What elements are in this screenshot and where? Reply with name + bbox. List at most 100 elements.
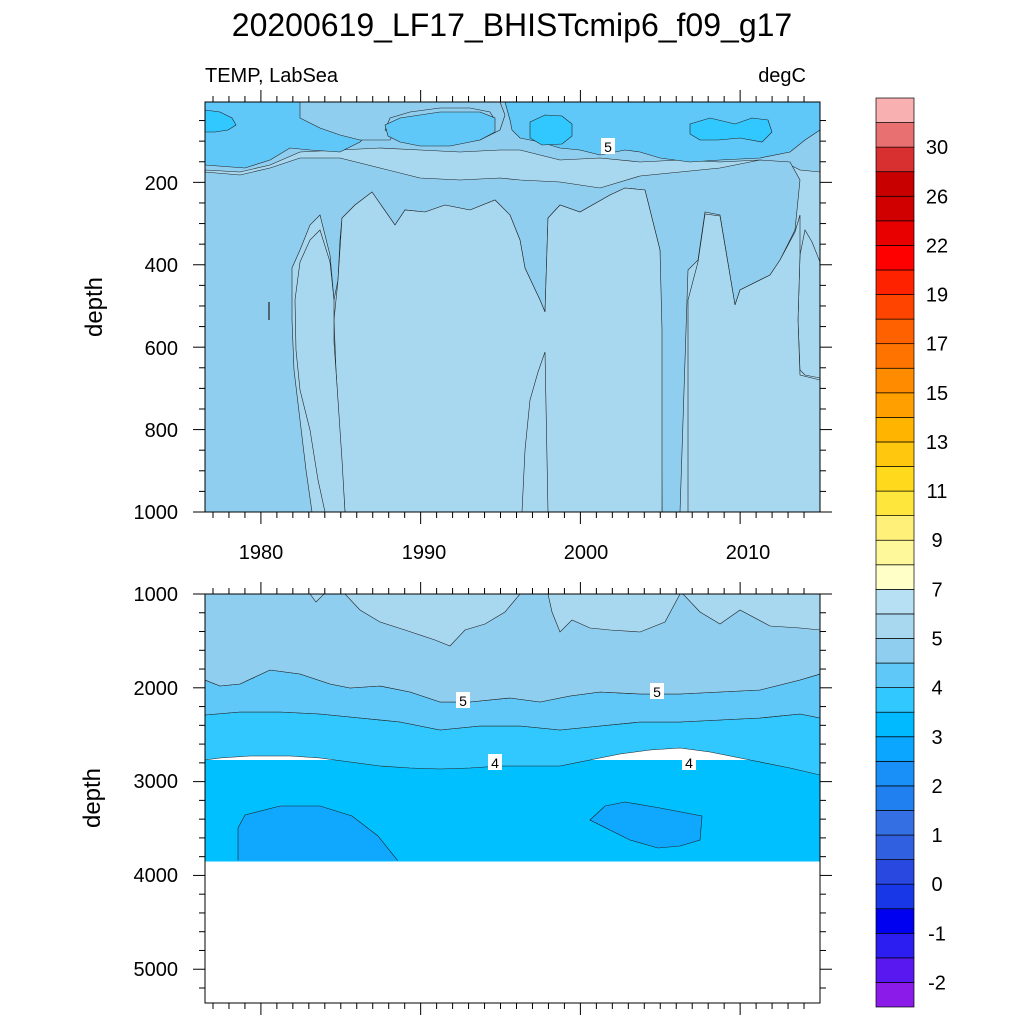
upper-ylabel: depth — [81, 277, 108, 337]
colorbar-box — [875, 859, 915, 885]
colorbar-label: 5 — [931, 628, 942, 650]
colorbar-box — [875, 834, 915, 860]
upper-core-left — [205, 109, 237, 133]
colorbar-box — [875, 589, 915, 615]
colorbar-label: 26 — [926, 186, 948, 208]
lower-contour-fill — [205, 594, 820, 1003]
colorbar-label: 1 — [931, 825, 942, 847]
colorbar-box — [875, 515, 915, 541]
colorbar-label: 4 — [931, 678, 942, 700]
colorbar-box — [875, 932, 915, 959]
colorbar-box — [875, 613, 915, 639]
colorbar-box — [875, 982, 915, 1008]
upper-panel: 5 depth 200 400 600 800 1000 1980 1990 2… — [81, 90, 832, 564]
right-subtitle: degC — [758, 65, 806, 87]
colorbar-box — [875, 441, 915, 467]
lower-ytick-1000: 1000 — [134, 584, 179, 606]
upper-contour-fill — [205, 102, 820, 512]
colorbar-label: 3 — [931, 727, 942, 749]
left-subtitle: TEMP, LabSea — [205, 65, 339, 87]
colorbar-label: 22 — [926, 235, 948, 257]
colorbar-box — [875, 245, 915, 271]
colorbar: -2 -1 0 1 2 3 4 5 7 9 11 13 15 17 19 22 26 30 — [875, 97, 948, 1008]
lower-region-7plus-c — [682, 594, 820, 631]
colorbar-box — [875, 146, 915, 173]
upper-core-1999 — [529, 114, 573, 146]
colorbar-label: 11 — [927, 481, 948, 503]
colorbar-box — [875, 564, 915, 590]
lower-ytick-4000: 4000 — [134, 865, 179, 887]
colorbar-box — [875, 269, 915, 295]
upper-region-6to7-column — [687, 213, 820, 512]
colorbar-box — [875, 687, 915, 713]
colorbar-label: 13 — [926, 432, 948, 454]
upper-ytick-1000: 1000 — [134, 502, 179, 524]
colorbar-box — [875, 97, 915, 123]
lower-ytick-5000: 5000 — [134, 959, 179, 981]
xtick-2010: 2010 — [726, 542, 771, 564]
xtick-2000: 2000 — [564, 542, 609, 564]
colorbar-box — [875, 294, 915, 320]
colorbar-label: 15 — [926, 383, 948, 405]
colorbar-box — [875, 466, 915, 492]
colorbar-box — [875, 171, 915, 197]
lower-ticks — [193, 582, 832, 1015]
colorbar-box — [875, 785, 915, 811]
colorbar-box — [875, 810, 915, 836]
colorbar-box — [875, 883, 915, 910]
lower-core-right — [589, 801, 703, 849]
lower-core-left — [237, 805, 399, 862]
colorbar-label: -2 — [928, 972, 946, 994]
lower-panel: 5 5 4 4 depth 1000 2000 3000 4000 5000 — [79, 582, 832, 1015]
colorbar-box — [875, 195, 915, 222]
upper-ytick-200: 200 — [145, 173, 178, 195]
lower-contour-label-4a: 4 — [491, 755, 499, 771]
colorbar-box — [875, 638, 915, 664]
colorbar-box — [875, 318, 915, 345]
colorbar-box — [875, 392, 915, 418]
colorbar-box — [875, 122, 915, 148]
colorbar-label: 2 — [931, 776, 942, 798]
lower-contour-label-5a: 5 — [459, 693, 467, 709]
colorbar-label: 19 — [926, 285, 948, 307]
colorbar-label: 0 — [931, 874, 942, 896]
upper-ytick-600: 600 — [145, 338, 178, 360]
upper-region-4to5-patch — [384, 111, 496, 147]
lower-contour-label-5b: 5 — [653, 684, 661, 700]
lower-contour-label-4b: 4 — [685, 755, 693, 771]
upper-contour-label-5: 5 — [604, 139, 612, 155]
lower-plot-frame — [204, 593, 821, 1004]
upper-ytick-400: 400 — [145, 255, 178, 277]
lower-region-7plus-d — [309, 594, 325, 603]
lower-ytick-3000: 3000 — [134, 771, 179, 793]
upper-core-2008 — [689, 117, 773, 143]
upper-ytick-800: 800 — [145, 420, 178, 442]
upper-ticks — [193, 90, 832, 524]
lower-ylabel: depth — [79, 768, 106, 828]
figure-title: 20200619_LF17_BHISTcmip6_f09_g17 — [232, 7, 792, 43]
colorbar-box — [875, 539, 915, 566]
upper-plot-frame — [204, 101, 821, 513]
colorbar-box — [875, 908, 915, 934]
colorbar-box — [875, 760, 915, 787]
colorbar-box — [875, 220, 915, 246]
colorbar-label: -1 — [928, 923, 946, 945]
colorbar-label: 7 — [931, 579, 942, 601]
lower-region-7plus-b — [547, 594, 681, 633]
lower-ytick-2000: 2000 — [134, 678, 179, 700]
colorbar-box — [875, 711, 915, 738]
colorbar-label: 9 — [931, 530, 942, 552]
xtick-1980: 1980 — [239, 542, 284, 564]
xtick-1990: 1990 — [402, 542, 447, 564]
upper-region-6to7-left — [294, 229, 346, 512]
colorbar-box — [875, 417, 915, 443]
colorbar-box — [875, 736, 915, 762]
colorbar-box — [875, 490, 915, 516]
upper-region-6to7-center — [333, 187, 663, 512]
colorbar-box — [875, 957, 915, 983]
colorbar-box — [875, 367, 915, 394]
lower-region-6to7 — [205, 594, 820, 703]
colorbar-box — [875, 343, 915, 369]
colorbar-label: 17 — [926, 334, 948, 356]
